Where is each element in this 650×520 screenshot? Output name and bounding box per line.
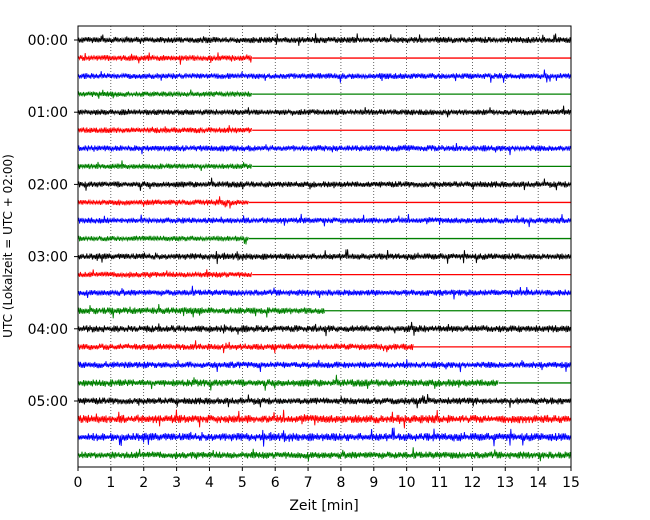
trace-row-6: [77, 143, 572, 156]
trace-row-5: [77, 125, 253, 134]
trace-row-20: [77, 394, 572, 409]
y-tick-label: 03:00: [28, 250, 68, 266]
trace-row-4: [77, 105, 572, 118]
x-tick-label: 14: [529, 475, 547, 491]
x-tick-label: 9: [369, 475, 378, 491]
x-tick-label: 7: [304, 475, 313, 491]
trace-row-2: [77, 69, 572, 83]
plot-frame: [77, 25, 572, 468]
y-tick-label: 05:00: [28, 394, 68, 410]
x-axis-label: Zeit [min]: [289, 498, 358, 514]
y-tick-label: 01:00: [28, 105, 68, 121]
trace-row-19: [77, 374, 499, 391]
trace-row-15: [77, 303, 325, 319]
y-axis-label: UTC (Lokalzeit = UTC + 02:00): [1, 154, 15, 338]
x-tick-label: 13: [496, 475, 514, 491]
x-tick-label: 15: [562, 475, 580, 491]
trace-row-9: [77, 196, 249, 209]
x-tick-label: 11: [431, 475, 449, 491]
y-tick-label: 02:00: [28, 177, 68, 193]
trace-row-1: [77, 52, 253, 65]
trace-row-11: [77, 235, 249, 245]
y-axis-ticks: 00:00 01:00 02:00 03:00 04:00 05:00: [28, 33, 78, 410]
trace-row-7: [77, 160, 253, 172]
trace-row-12: [77, 249, 572, 265]
trace-row-10: [77, 213, 572, 228]
x-tick-label: 2: [139, 475, 148, 491]
trace-row-18: [77, 359, 572, 373]
trace-row-16: [77, 321, 572, 337]
x-axis-ticks: 0 1 2 3 4 5 6 7 8 9 10 11 12 13 14 15: [74, 467, 580, 491]
x-tick-label: 5: [238, 475, 247, 491]
trace-row-14: [77, 285, 572, 300]
trace-row-13: [77, 269, 253, 279]
x-tick-label: 12: [463, 475, 481, 491]
x-tick-label: 1: [106, 475, 115, 491]
trace-row-8: [77, 177, 572, 191]
y-tick-label: 04:00: [28, 322, 68, 338]
trace-row-23: [77, 447, 572, 462]
x-tick-label: 8: [336, 475, 345, 491]
x-tick-label: 3: [172, 475, 181, 491]
seismic-traces: [77, 33, 572, 462]
trace-row-3: [77, 89, 253, 99]
trace-row-22: [77, 427, 572, 447]
x-tick-label: 10: [398, 475, 416, 491]
x-tick-label: 6: [271, 475, 280, 491]
x-tick-label: 4: [205, 475, 214, 491]
y-tick-label: 00:00: [28, 33, 68, 49]
trace-row-17: [77, 340, 414, 354]
trace-row-0: [77, 33, 572, 46]
x-tick-label: 0: [74, 475, 83, 491]
trace-row-21: [77, 409, 572, 429]
